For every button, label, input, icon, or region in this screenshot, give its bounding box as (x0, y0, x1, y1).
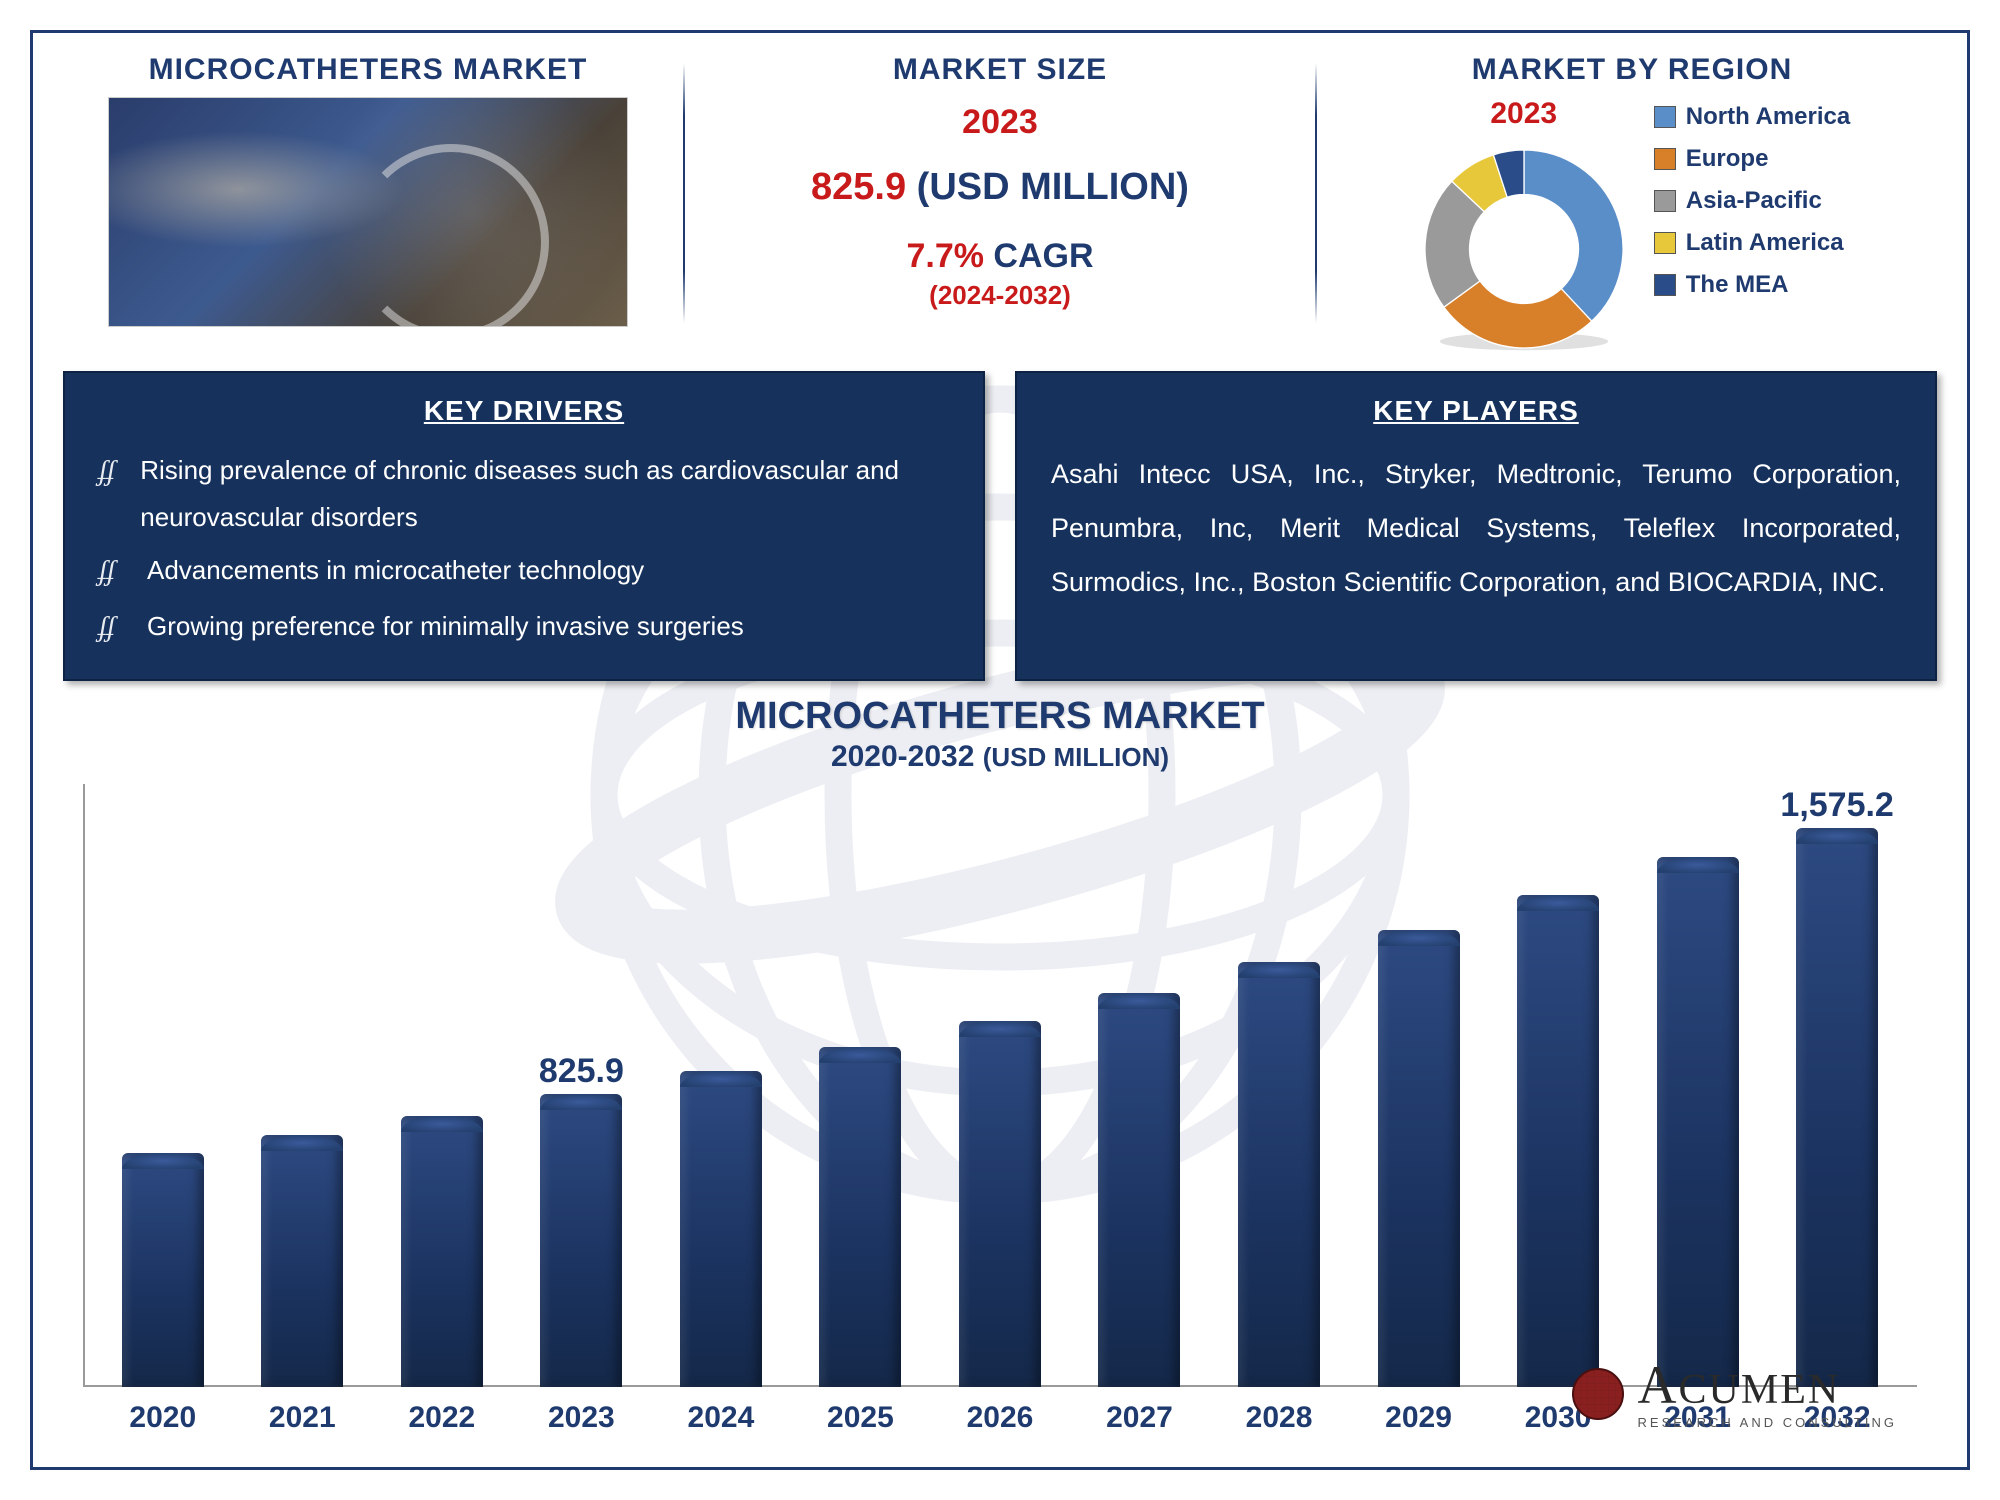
bar-wrap (378, 784, 505, 1387)
bar-wrap (797, 784, 924, 1387)
bar-chart-block: MICROCATHETERS MARKET 2020-2032 (USD MIL… (63, 695, 1937, 1447)
bars-container: 825.9 1,575.2 (83, 784, 1917, 1387)
driver-item: ʄʄAdvancements in microcatheter technolo… (99, 547, 949, 597)
x-tick-label: 2023 (518, 1387, 645, 1447)
cagr-line: 7.7% CAGR (906, 237, 1093, 276)
x-tick-label: 2022 (378, 1387, 505, 1447)
bar (1657, 857, 1739, 1387)
donut-segment (1524, 150, 1623, 321)
brand-logo: ACUMEN RESEARCH AND CONSULTING (1572, 1358, 1897, 1429)
x-tick-label: 2020 (99, 1387, 226, 1447)
legend-swatch (1654, 274, 1676, 296)
legend-label: North America (1686, 103, 1850, 131)
bar: 825.9 (540, 1094, 622, 1387)
bar (122, 1153, 204, 1387)
market-size-value-line: 825.9 (USD MILLION) (811, 166, 1189, 209)
chart-range: 2020-2032 (831, 740, 974, 773)
divider-2 (1315, 63, 1317, 323)
mid-row: KEY DRIVERS ʄʄRising prevalence of chron… (63, 371, 1937, 681)
legend-item: Latin America (1654, 229, 1850, 257)
legend-swatch (1654, 190, 1676, 212)
x-tick-label: 2029 (1355, 1387, 1482, 1447)
market-size-value: 825.9 (811, 166, 906, 208)
region-year: 2023 (1490, 97, 1557, 131)
x-tick-label: 2025 (797, 1387, 924, 1447)
chart-area: 825.91,575.2 202020212022202320242025202… (83, 784, 1917, 1447)
bar-value-label: 1,575.2 (1757, 786, 1917, 825)
chart-subtitle: 2020-2032 (USD MILLION) (63, 740, 1937, 774)
col-market-region: MARKET BY REGION 2023 North America Europ… (1327, 53, 1937, 353)
bar (401, 1116, 483, 1387)
bar-wrap (1076, 784, 1203, 1387)
players-title: KEY PLAYERS (1051, 395, 1901, 427)
bar-wrap (1495, 784, 1622, 1387)
bar (1098, 993, 1180, 1387)
legend-item: Asia-Pacific (1654, 187, 1850, 215)
region-donut-chart (1414, 139, 1634, 359)
drivers-list: ʄʄRising prevalence of chronic diseases … (99, 447, 949, 653)
chart-title: MICROCATHETERS MARKET (63, 695, 1937, 738)
bar-wrap (657, 784, 784, 1387)
x-tick-label: 2028 (1216, 1387, 1343, 1447)
x-tick-label: 2027 (1076, 1387, 1203, 1447)
bar-wrap (239, 784, 366, 1387)
legend-label: Latin America (1686, 229, 1844, 257)
col1-title: MICROCATHETERS MARKET (149, 53, 588, 87)
top-row: MICROCATHETERS MARKET MARKET SIZE 2023 8… (63, 53, 1937, 353)
x-tick-label: 2024 (657, 1387, 784, 1447)
cagr-value: 7.7% (906, 237, 984, 275)
brand-tagline: RESEARCH AND CONSULTING (1638, 1416, 1897, 1429)
legend-label: Asia-Pacific (1686, 187, 1822, 215)
bar-wrap (99, 784, 226, 1387)
players-text: Asahi Intecc USA, Inc., Stryker, Medtron… (1051, 447, 1901, 609)
x-tick-label: 2021 (239, 1387, 366, 1447)
divider-1 (683, 63, 685, 323)
x-tick-label: 2026 (936, 1387, 1063, 1447)
bar (1238, 962, 1320, 1387)
legend-item: The MEA (1654, 271, 1850, 299)
brand-globe-icon (1572, 1368, 1624, 1420)
cagr-label: CAGR (993, 237, 1093, 275)
bar-wrap (1634, 784, 1761, 1387)
bar (680, 1071, 762, 1387)
col-market-size: MARKET SIZE 2023 825.9 (USD MILLION) 7.7… (695, 53, 1305, 353)
driver-item: ʄʄRising prevalence of chronic diseases … (99, 447, 949, 541)
bar (261, 1135, 343, 1387)
infographic-frame: MICROCATHETERS MARKET MARKET SIZE 2023 8… (30, 30, 1970, 1470)
region-legend: North America Europe Asia-Pacific Latin Ame… (1654, 103, 1850, 299)
bar (959, 1021, 1041, 1387)
bar-wrap (1355, 784, 1482, 1387)
cagr-range: (2024-2032) (929, 280, 1071, 311)
brand-name: ACUMEN (1638, 1358, 1897, 1412)
bar-wrap (936, 784, 1063, 1387)
key-drivers-panel: KEY DRIVERS ʄʄRising prevalence of chron… (63, 371, 985, 681)
market-size-year: 2023 (962, 103, 1038, 142)
col-market-photo: MICROCATHETERS MARKET (63, 53, 673, 353)
bar: 1,575.2 (1796, 828, 1878, 1387)
drivers-title: KEY DRIVERS (99, 395, 949, 427)
legend-item: Europe (1654, 145, 1850, 173)
bar-wrap (1216, 784, 1343, 1387)
legend-label: The MEA (1686, 271, 1789, 299)
bar (819, 1047, 901, 1387)
col3-title: MARKET BY REGION (1472, 53, 1792, 87)
legend-swatch (1654, 232, 1676, 254)
bar-wrap: 825.9 (518, 784, 645, 1387)
col2-title: MARKET SIZE (893, 53, 1107, 87)
bar (1378, 930, 1460, 1387)
bar-value-label: 825.9 (501, 1052, 661, 1091)
bar-wrap: 1,575.2 (1774, 784, 1901, 1387)
driver-item: ʄʄGrowing preference for minimally invas… (99, 603, 949, 653)
key-players-panel: KEY PLAYERS Asahi Intecc USA, Inc., Stry… (1015, 371, 1937, 681)
legend-swatch (1654, 148, 1676, 170)
legend-label: Europe (1686, 145, 1769, 173)
legend-swatch (1654, 106, 1676, 128)
bar (1517, 895, 1599, 1387)
product-photo (108, 97, 628, 327)
legend-item: North America (1654, 103, 1850, 131)
market-size-unit: (USD MILLION) (917, 166, 1189, 208)
chart-unit: (USD MILLION) (983, 742, 1169, 772)
